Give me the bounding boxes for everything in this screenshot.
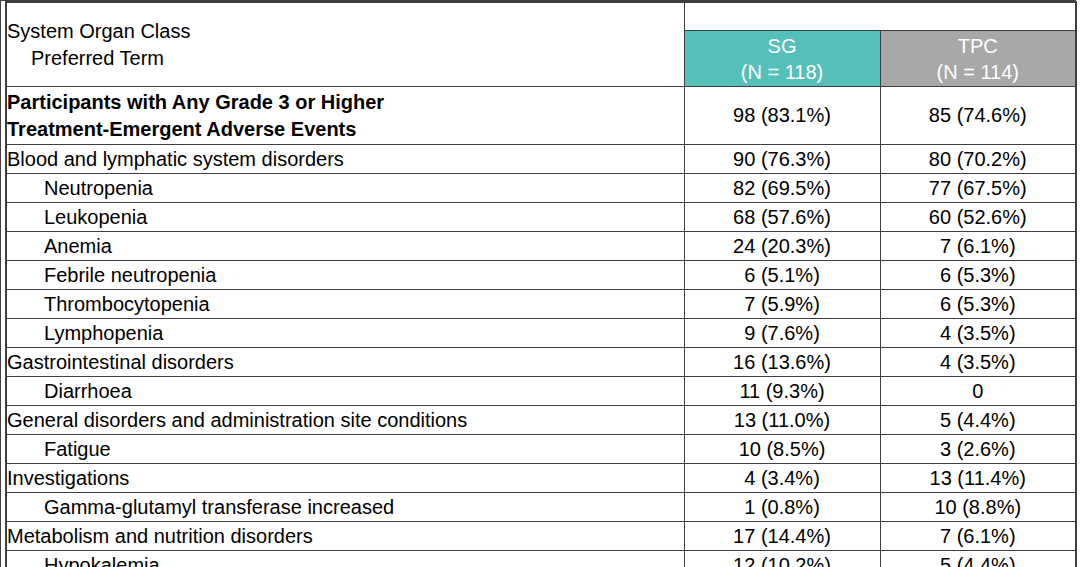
sg-arm-label: SG [685, 33, 880, 59]
table-row-thrombocytopenia: Thrombocytopenia 7 (5.9%) 6 (5.3%) [6, 290, 1076, 319]
row-label: Fatigue [6, 435, 684, 464]
table-row-hypokalemia: Hypokalemia 12 (10.2%) 5 (4.4%) [6, 551, 1076, 567]
tpc-value: 5 (4.4%) [880, 551, 1076, 567]
table-row-neutropenia: Neutropenia 82 (69.5%) 77 (67.5%) [6, 174, 1076, 203]
row-label: Gastrointestinal disorders [6, 348, 684, 377]
summary-label-line2: Treatment-Emergent Adverse Events [7, 116, 684, 143]
tpc-value: 60 (52.6%) [880, 203, 1076, 232]
row-label: Thrombocytopenia [6, 290, 684, 319]
sg-value: 11 (9.3%) [684, 377, 880, 406]
summary-row: Participants with Any Grade 3 or Higher … [6, 87, 1076, 145]
table-row-anemia: Anemia 24 (20.3%) 7 (6.1%) [6, 232, 1076, 261]
sg-value: 24 (20.3%) [684, 232, 880, 261]
table-row-febrile-neutropenia: Febrile neutropenia 6 (5.1%) 6 (5.3%) [6, 261, 1076, 290]
tpc-value: 7 (6.1%) [880, 522, 1076, 551]
tpc-value: 80 (70.2%) [880, 145, 1076, 174]
row-label: Diarrhoea [6, 377, 684, 406]
sg-value: 10 (8.5%) [684, 435, 880, 464]
table-row-metabolism-nutrition: Metabolism and nutrition disorders 17 (1… [6, 522, 1076, 551]
tpc-value: 6 (5.3%) [880, 290, 1076, 319]
column-header-sg: SG (N = 118) [684, 31, 880, 87]
table-row-diarrhoea: Diarrhoea 11 (9.3%) 0 [6, 377, 1076, 406]
table-row-gastrointestinal: Gastrointestinal disorders 16 (13.6%) 4 … [6, 348, 1076, 377]
table-row-blood-lymphatic: Blood and lymphatic system disorders 90 … [6, 145, 1076, 174]
adverse-events-table: System Organ Class Preferred Term China … [5, 1, 1077, 567]
row-label: Lymphopenia [6, 319, 684, 348]
summary-row-label: Participants with Any Grade 3 or Higher … [6, 87, 684, 145]
soc-header-line2: Preferred Term [7, 45, 684, 72]
row-label: Febrile neutropenia [6, 261, 684, 290]
table-row-fatigue: Fatigue 10 (8.5%) 3 (2.6%) [6, 435, 1076, 464]
tpc-arm-n: (N = 114) [881, 59, 1076, 85]
tpc-arm-label: TPC [881, 33, 1076, 59]
row-label: Neutropenia [6, 174, 684, 203]
tpc-value: 10 (8.8%) [880, 493, 1076, 522]
row-label: Blood and lymphatic system disorders [6, 145, 684, 174]
summary-sg-value: 98 (83.1%) [684, 87, 880, 145]
sg-value: 7 (5.9%) [684, 290, 880, 319]
tpc-value: 13 (11.4%) [880, 464, 1076, 493]
row-label: General disorders and administration sit… [6, 406, 684, 435]
column-header-tpc: TPC (N = 114) [880, 31, 1076, 87]
tpc-value: 5 (4.4%) [880, 406, 1076, 435]
row-label: Investigations [6, 464, 684, 493]
sg-value: 9 (7.6%) [684, 319, 880, 348]
soc-preferred-term-header: System Organ Class Preferred Term [6, 2, 684, 87]
table-row-investigations: Investigations 4 (3.4%) 13 (11.4%) [6, 464, 1076, 493]
row-label: Gamma-glutamyl transferase increased [6, 493, 684, 522]
table-row-lymphopenia: Lymphopenia 9 (7.6%) 4 (3.5%) [6, 319, 1076, 348]
tpc-value: 6 (5.3%) [880, 261, 1076, 290]
group-header-row: System Organ Class Preferred Term China … [6, 2, 1076, 31]
table-row-ggt-increased: Gamma-glutamyl transferase increased 1 (… [6, 493, 1076, 522]
sg-value: 4 (3.4%) [684, 464, 880, 493]
row-label: Hypokalemia [6, 551, 684, 567]
sg-value: 1 (0.8%) [684, 493, 880, 522]
sg-value: 12 (10.2%) [684, 551, 880, 567]
sg-value: 17 (14.4%) [684, 522, 880, 551]
row-label: Anemia [6, 232, 684, 261]
soc-header-line1: System Organ Class [7, 18, 684, 45]
sg-value: 82 (69.5%) [684, 174, 880, 203]
summary-label-line1: Participants with Any Grade 3 or Higher [7, 89, 684, 116]
group-header-china-patients: China patients [684, 2, 1076, 31]
tpc-value: 4 (3.5%) [880, 319, 1076, 348]
row-label: Leukopenia [6, 203, 684, 232]
sg-value: 13 (11.0%) [684, 406, 880, 435]
tpc-value: 3 (2.6%) [880, 435, 1076, 464]
summary-tpc-value: 85 (74.6%) [880, 87, 1076, 145]
table-row-general-disorders: General disorders and administration sit… [6, 406, 1076, 435]
sg-value: 16 (13.6%) [684, 348, 880, 377]
sg-value: 68 (57.6%) [684, 203, 880, 232]
screenshot-edge-line-left [0, 0, 1, 567]
tpc-value: 77 (67.5%) [880, 174, 1076, 203]
sg-value: 90 (76.3%) [684, 145, 880, 174]
tpc-value: 0 [880, 377, 1076, 406]
sg-arm-n: (N = 118) [685, 59, 880, 85]
sg-value: 6 (5.1%) [684, 261, 880, 290]
tpc-value: 4 (3.5%) [880, 348, 1076, 377]
table-row-leukopenia: Leukopenia 68 (57.6%) 60 (52.6%) [6, 203, 1076, 232]
row-label: Metabolism and nutrition disorders [6, 522, 684, 551]
tpc-value: 7 (6.1%) [880, 232, 1076, 261]
